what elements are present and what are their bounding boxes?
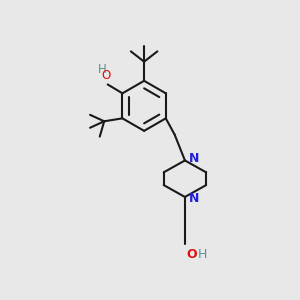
Text: H: H [98, 63, 107, 76]
Text: O: O [186, 248, 197, 262]
Text: N: N [188, 152, 199, 166]
Text: O: O [102, 69, 111, 82]
Text: N: N [188, 192, 199, 205]
Text: H: H [197, 248, 207, 262]
